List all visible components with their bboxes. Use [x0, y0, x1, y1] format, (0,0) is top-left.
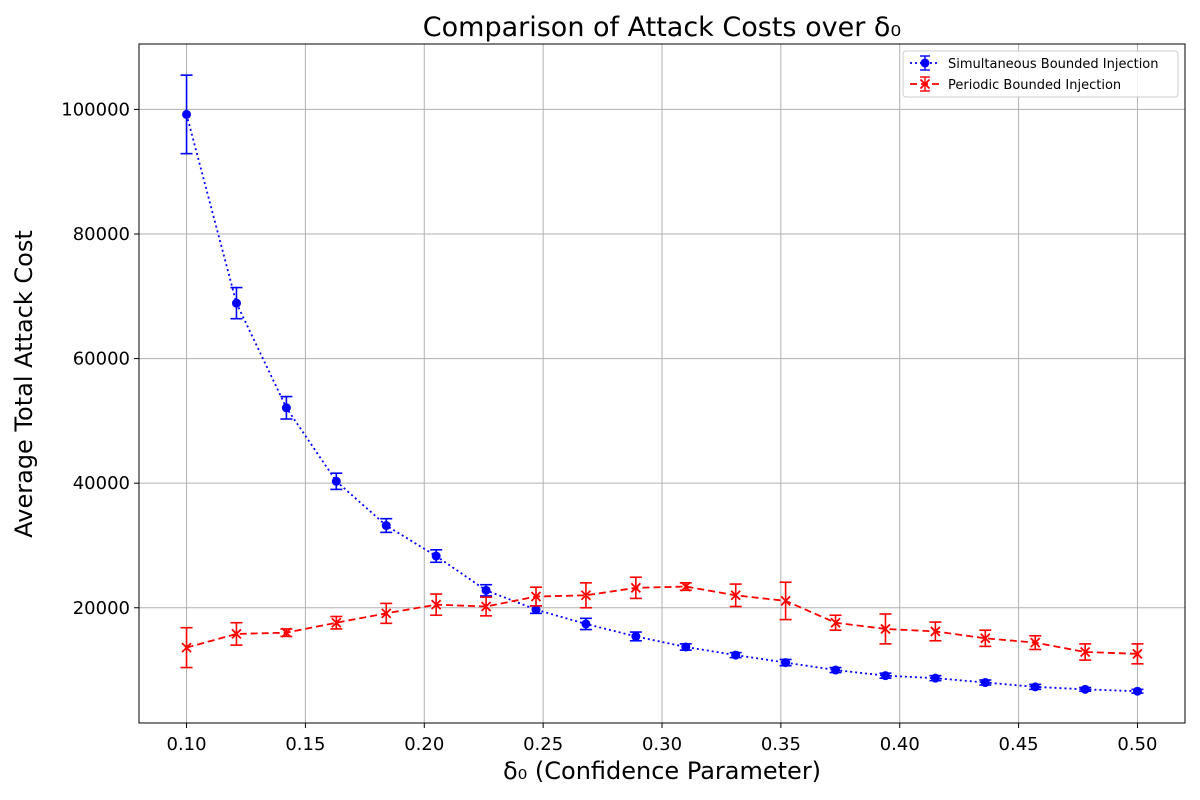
data-point: [281, 403, 291, 413]
data-point: [1080, 684, 1090, 694]
ticks: 0.10 0.15 0.20 0.25 0.30 0.35 0.40 0.45 0.50 2000…: [61, 99, 1157, 755]
series-simultaneous: [180, 74, 1144, 696]
data-point: [831, 665, 841, 675]
x-tick-label: 0.45: [999, 734, 1039, 755]
y-tick-label: 100000: [61, 99, 130, 120]
legend-marker: [920, 58, 930, 68]
x-tick-label: 0.20: [404, 734, 444, 755]
legend: Simultaneous Bounded Injection Periodic …: [902, 50, 1179, 98]
data-point: [1030, 637, 1041, 648]
data-point: [780, 595, 791, 607]
data-point: [730, 590, 741, 601]
data-point: [1132, 686, 1142, 696]
legend-sample-periodic: [910, 76, 940, 92]
y-tick-label: 40000: [73, 473, 130, 494]
y-axis-label: Average Total Attack Cost: [10, 230, 38, 537]
data-point: [182, 109, 192, 119]
x-tick-label: 0.40: [880, 734, 920, 755]
x-axis-label: δ₀ (Confidence Parameter): [503, 757, 821, 785]
data-point: [431, 551, 441, 561]
data-point: [381, 608, 392, 619]
legend-box: [902, 50, 1179, 98]
series-layer: [180, 74, 1144, 696]
legend-marker: [919, 78, 931, 90]
data-point: [530, 591, 542, 602]
data-point: [331, 476, 341, 486]
data-point: [930, 626, 941, 637]
x-tick-label: 0.10: [167, 734, 207, 755]
x-tick-label: 0.25: [523, 734, 563, 755]
data-point: [331, 617, 342, 628]
series-line: [185, 114, 1138, 693]
data-point: [480, 601, 492, 612]
data-point: [531, 605, 541, 615]
data-point: [630, 582, 641, 593]
y-tick-label: 60000: [73, 349, 130, 370]
data-point: [431, 599, 442, 610]
data-point: [580, 590, 592, 601]
x-tick-label: 0.15: [285, 734, 325, 755]
data-point: [781, 658, 791, 668]
data-point: [681, 642, 691, 652]
legend-sample-simultaneous: [910, 55, 940, 71]
data-point: [880, 671, 890, 681]
data-point: [1132, 648, 1143, 659]
data-point: [830, 617, 841, 628]
data-point: [581, 619, 591, 629]
chart-title: Comparison of Attack Costs over δ₀: [423, 12, 901, 43]
data-point: [281, 627, 292, 638]
data-point: [880, 623, 891, 635]
y-tick-label: 80000: [73, 224, 130, 245]
data-point: [631, 631, 641, 641]
x-tick-label: 0.30: [642, 734, 682, 755]
legend-label-periodic: Periodic Bounded Injection: [948, 78, 1121, 93]
data-point: [980, 678, 990, 688]
legend-label-simultaneous: Simultaneous Bounded Injection: [948, 57, 1159, 72]
data-point: [1030, 682, 1040, 692]
data-point: [231, 298, 241, 308]
data-point: [181, 642, 192, 653]
x-tick-label: 0.35: [761, 734, 801, 755]
data-point: [381, 521, 391, 531]
data-point: [680, 581, 691, 592]
data-point: [1080, 646, 1091, 658]
data-point: [231, 628, 242, 640]
data-point: [930, 673, 940, 683]
data-point: [731, 650, 741, 660]
grid: [139, 44, 1185, 723]
data-point: [980, 633, 991, 644]
y-tick-label: 20000: [73, 598, 130, 619]
data-point: [481, 585, 491, 595]
series-periodic: [180, 576, 1144, 669]
x-tick-label: 0.50: [1117, 734, 1157, 755]
